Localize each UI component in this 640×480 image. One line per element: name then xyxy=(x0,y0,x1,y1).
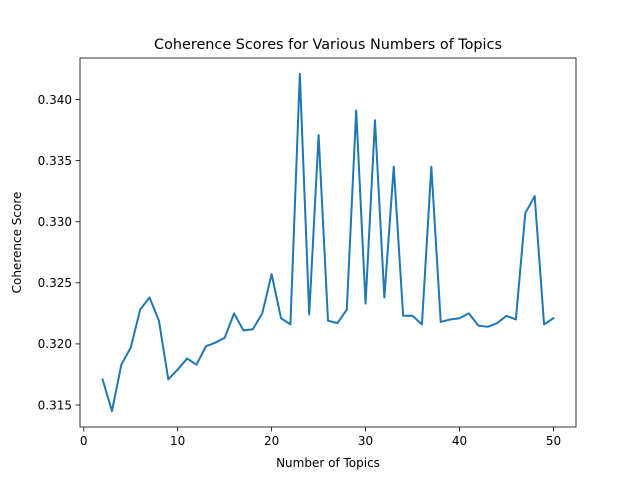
y-tick-label: 0.320 xyxy=(38,337,72,351)
y-axis-title: Coherence Score xyxy=(10,192,24,294)
y-tick-label: 0.330 xyxy=(38,215,72,229)
x-tick-label: 30 xyxy=(358,434,373,448)
x-axis-title: Number of Topics xyxy=(276,456,380,470)
y-tick-label: 0.335 xyxy=(38,154,72,168)
x-tick-label: 50 xyxy=(546,434,561,448)
x-tick-label: 20 xyxy=(264,434,279,448)
plot-layer xyxy=(101,72,555,413)
x-tick-label: 40 xyxy=(452,434,467,448)
ticks-layer: 0 10 20 30 40 50 0.315 0.320 0.325 0.330 0.335 0.34… xyxy=(38,93,561,448)
y-tick-label: 0.325 xyxy=(38,276,72,290)
plot-frame xyxy=(79,57,577,428)
x-tick-label: 0 xyxy=(80,434,88,448)
y-tick-label: 0.315 xyxy=(38,398,72,412)
y-tick-label: 0.340 xyxy=(38,93,72,107)
chart-title: Coherence Scores for Various Numbers of … xyxy=(154,37,502,53)
x-tick-label: 10 xyxy=(170,434,185,448)
series-line-0 xyxy=(101,72,555,413)
